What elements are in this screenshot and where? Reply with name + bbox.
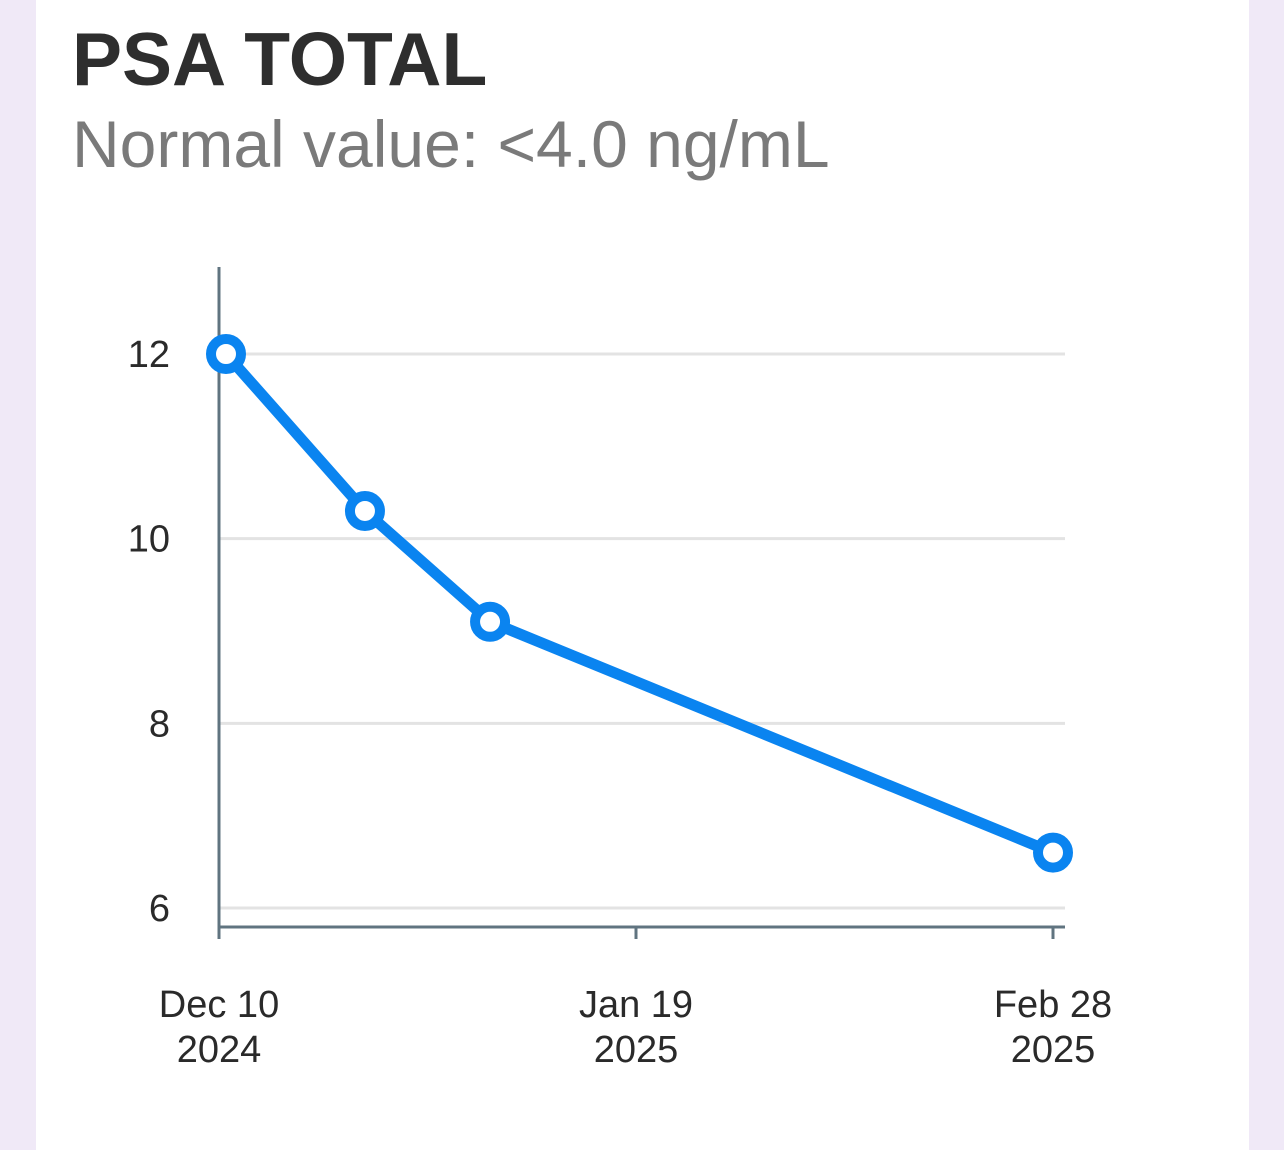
series-line-group xyxy=(220,348,1059,859)
data-point xyxy=(470,601,511,642)
y-tick-label: 12 xyxy=(128,334,170,376)
data-point xyxy=(1033,832,1073,873)
x-tick-label: Jan 19 xyxy=(579,984,693,1026)
data-point xyxy=(344,490,385,531)
y-tick-label: 8 xyxy=(149,703,170,745)
y-tick-label: 10 xyxy=(128,519,170,561)
x-tick-label: Feb 28 xyxy=(994,984,1112,1026)
x-tick-label: Dec 10 xyxy=(159,984,279,1026)
x-tick-label-year: 2025 xyxy=(594,1029,679,1071)
normal-range-subtitle: Normal value: <4.0 ng/mL xyxy=(72,107,830,181)
grid-lines xyxy=(219,352,1065,910)
test-title: PSA TOTAL xyxy=(72,17,488,101)
x-tick-label-year: 2024 xyxy=(177,1029,262,1071)
x-tick-label-year: 2025 xyxy=(1011,1029,1096,1071)
series-line xyxy=(220,348,1059,859)
psa-result-card: PSA TOTAL Normal value: <4.0 ng/mL xyxy=(36,0,1249,1150)
data-point xyxy=(206,334,246,374)
y-tick-label: 6 xyxy=(149,888,170,930)
y-axis: 6 8 10 12 xyxy=(128,267,221,939)
data-points xyxy=(206,334,1073,873)
